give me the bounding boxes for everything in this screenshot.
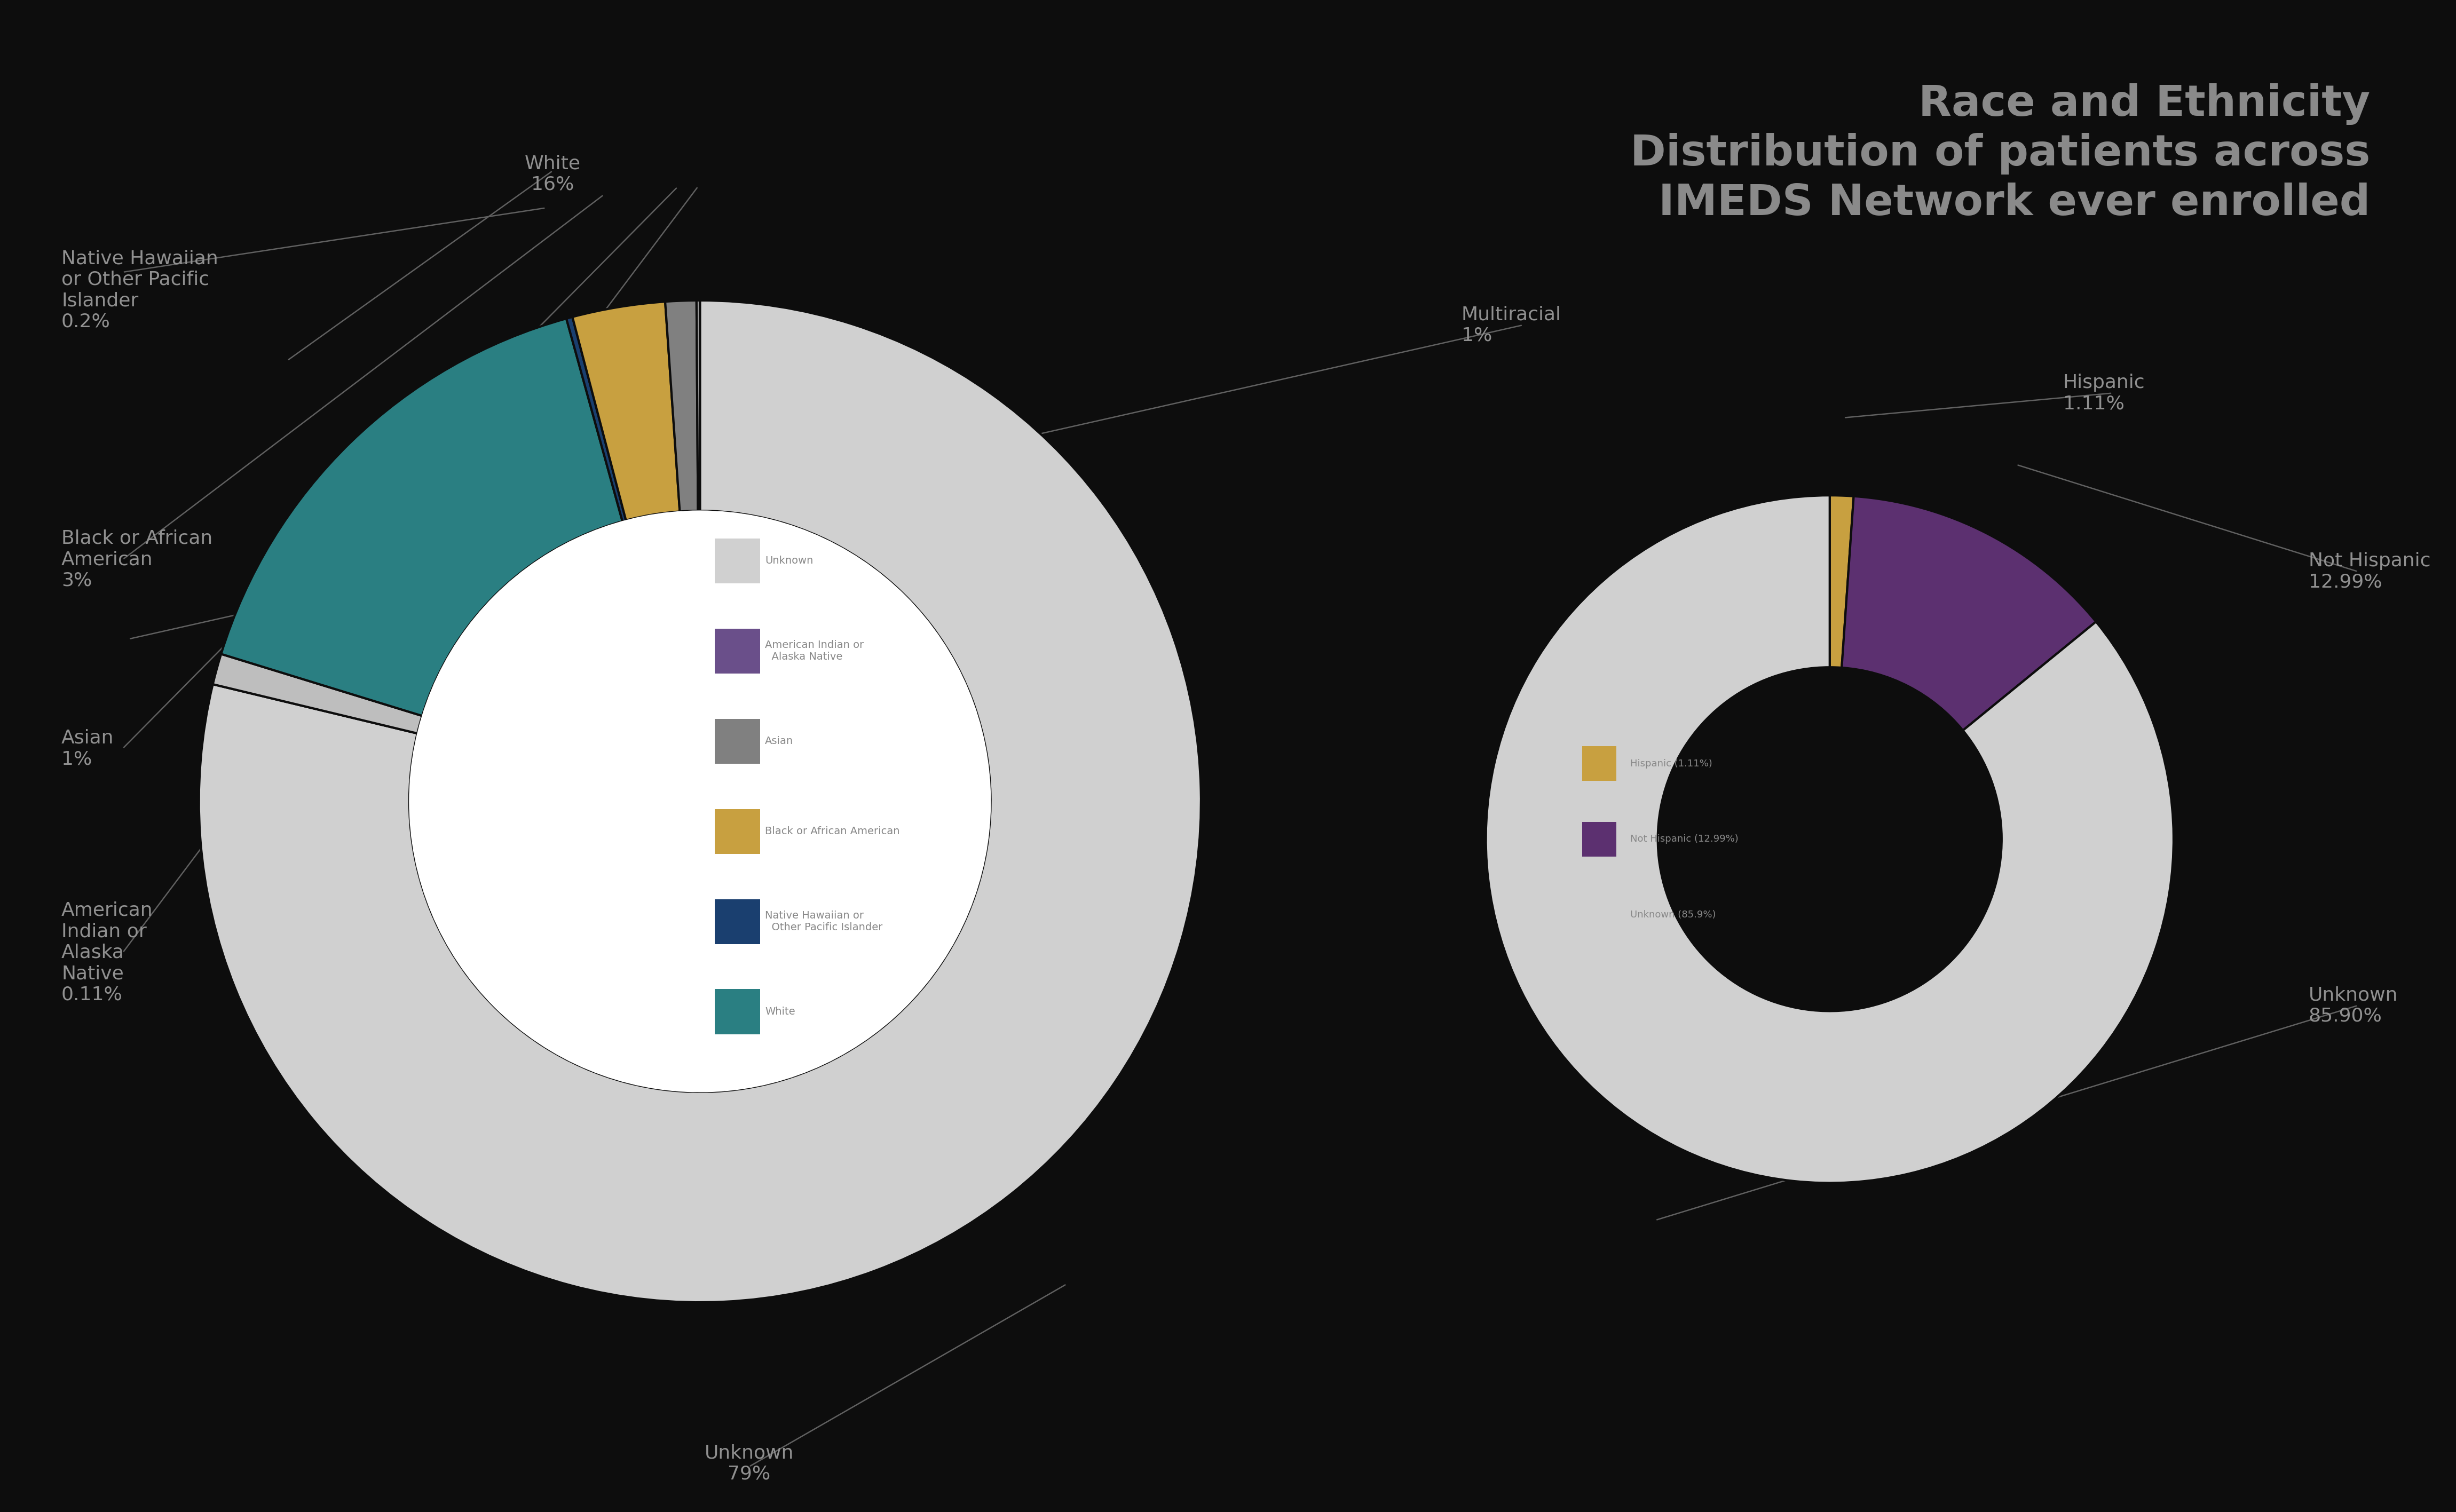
Circle shape [410,511,990,1092]
Wedge shape [666,301,698,511]
Text: Black or African
American
3%: Black or African American 3% [61,529,214,590]
Text: Multiracial
1%: Multiracial 1% [1461,305,1562,345]
Bar [715,718,759,764]
Text: Hispanic (1.11%): Hispanic (1.11%) [1631,759,1712,768]
Wedge shape [1842,496,2095,730]
Text: Native Hawaiian or
  Other Pacific Islander: Native Hawaiian or Other Pacific Islande… [766,910,882,933]
Wedge shape [1486,496,2174,1182]
Text: Unknown (85.9%): Unknown (85.9%) [1631,910,1717,919]
Text: Native Hawaiian
or Other Pacific
Islander
0.2%: Native Hawaiian or Other Pacific Islande… [61,249,219,331]
Text: Asian: Asian [766,736,793,747]
Text: Race and Ethnicity
Distribution of patients across
IMEDS Network ever enrolled: Race and Ethnicity Distribution of patie… [1631,83,2370,224]
Bar [715,900,759,943]
Text: American
Indian or
Alaska
Native
0.11%: American Indian or Alaska Native 0.11% [61,901,152,1004]
Text: White
16%: White 16% [526,154,580,194]
Wedge shape [1830,496,1854,668]
Text: Unknown
85.90%: Unknown 85.90% [2309,986,2397,1025]
Circle shape [1658,667,2002,1012]
Bar [715,538,759,584]
Bar [715,629,759,674]
Text: Black or African American: Black or African American [766,827,899,836]
Text: Hispanic
1.11%: Hispanic 1.11% [2063,373,2144,413]
Text: American Indian or
  Alaska Native: American Indian or Alaska Native [766,640,865,662]
Text: White: White [766,1007,796,1018]
Text: Unknown
79%: Unknown 79% [705,1444,793,1483]
Text: Asian
1%: Asian 1% [61,729,113,768]
Wedge shape [214,655,422,733]
Bar [1582,747,1616,780]
Bar [1582,823,1616,856]
Bar [715,809,759,854]
Text: Not Hispanic
12.99%: Not Hispanic 12.99% [2309,552,2431,591]
Bar [715,989,759,1034]
Wedge shape [572,301,680,520]
Text: Unknown: Unknown [766,556,813,565]
Text: Not Hispanic (12.99%): Not Hispanic (12.99%) [1631,835,1739,844]
Wedge shape [698,301,700,511]
Wedge shape [567,318,626,522]
Wedge shape [199,301,1201,1302]
Wedge shape [221,319,621,715]
Bar [1582,898,1616,931]
